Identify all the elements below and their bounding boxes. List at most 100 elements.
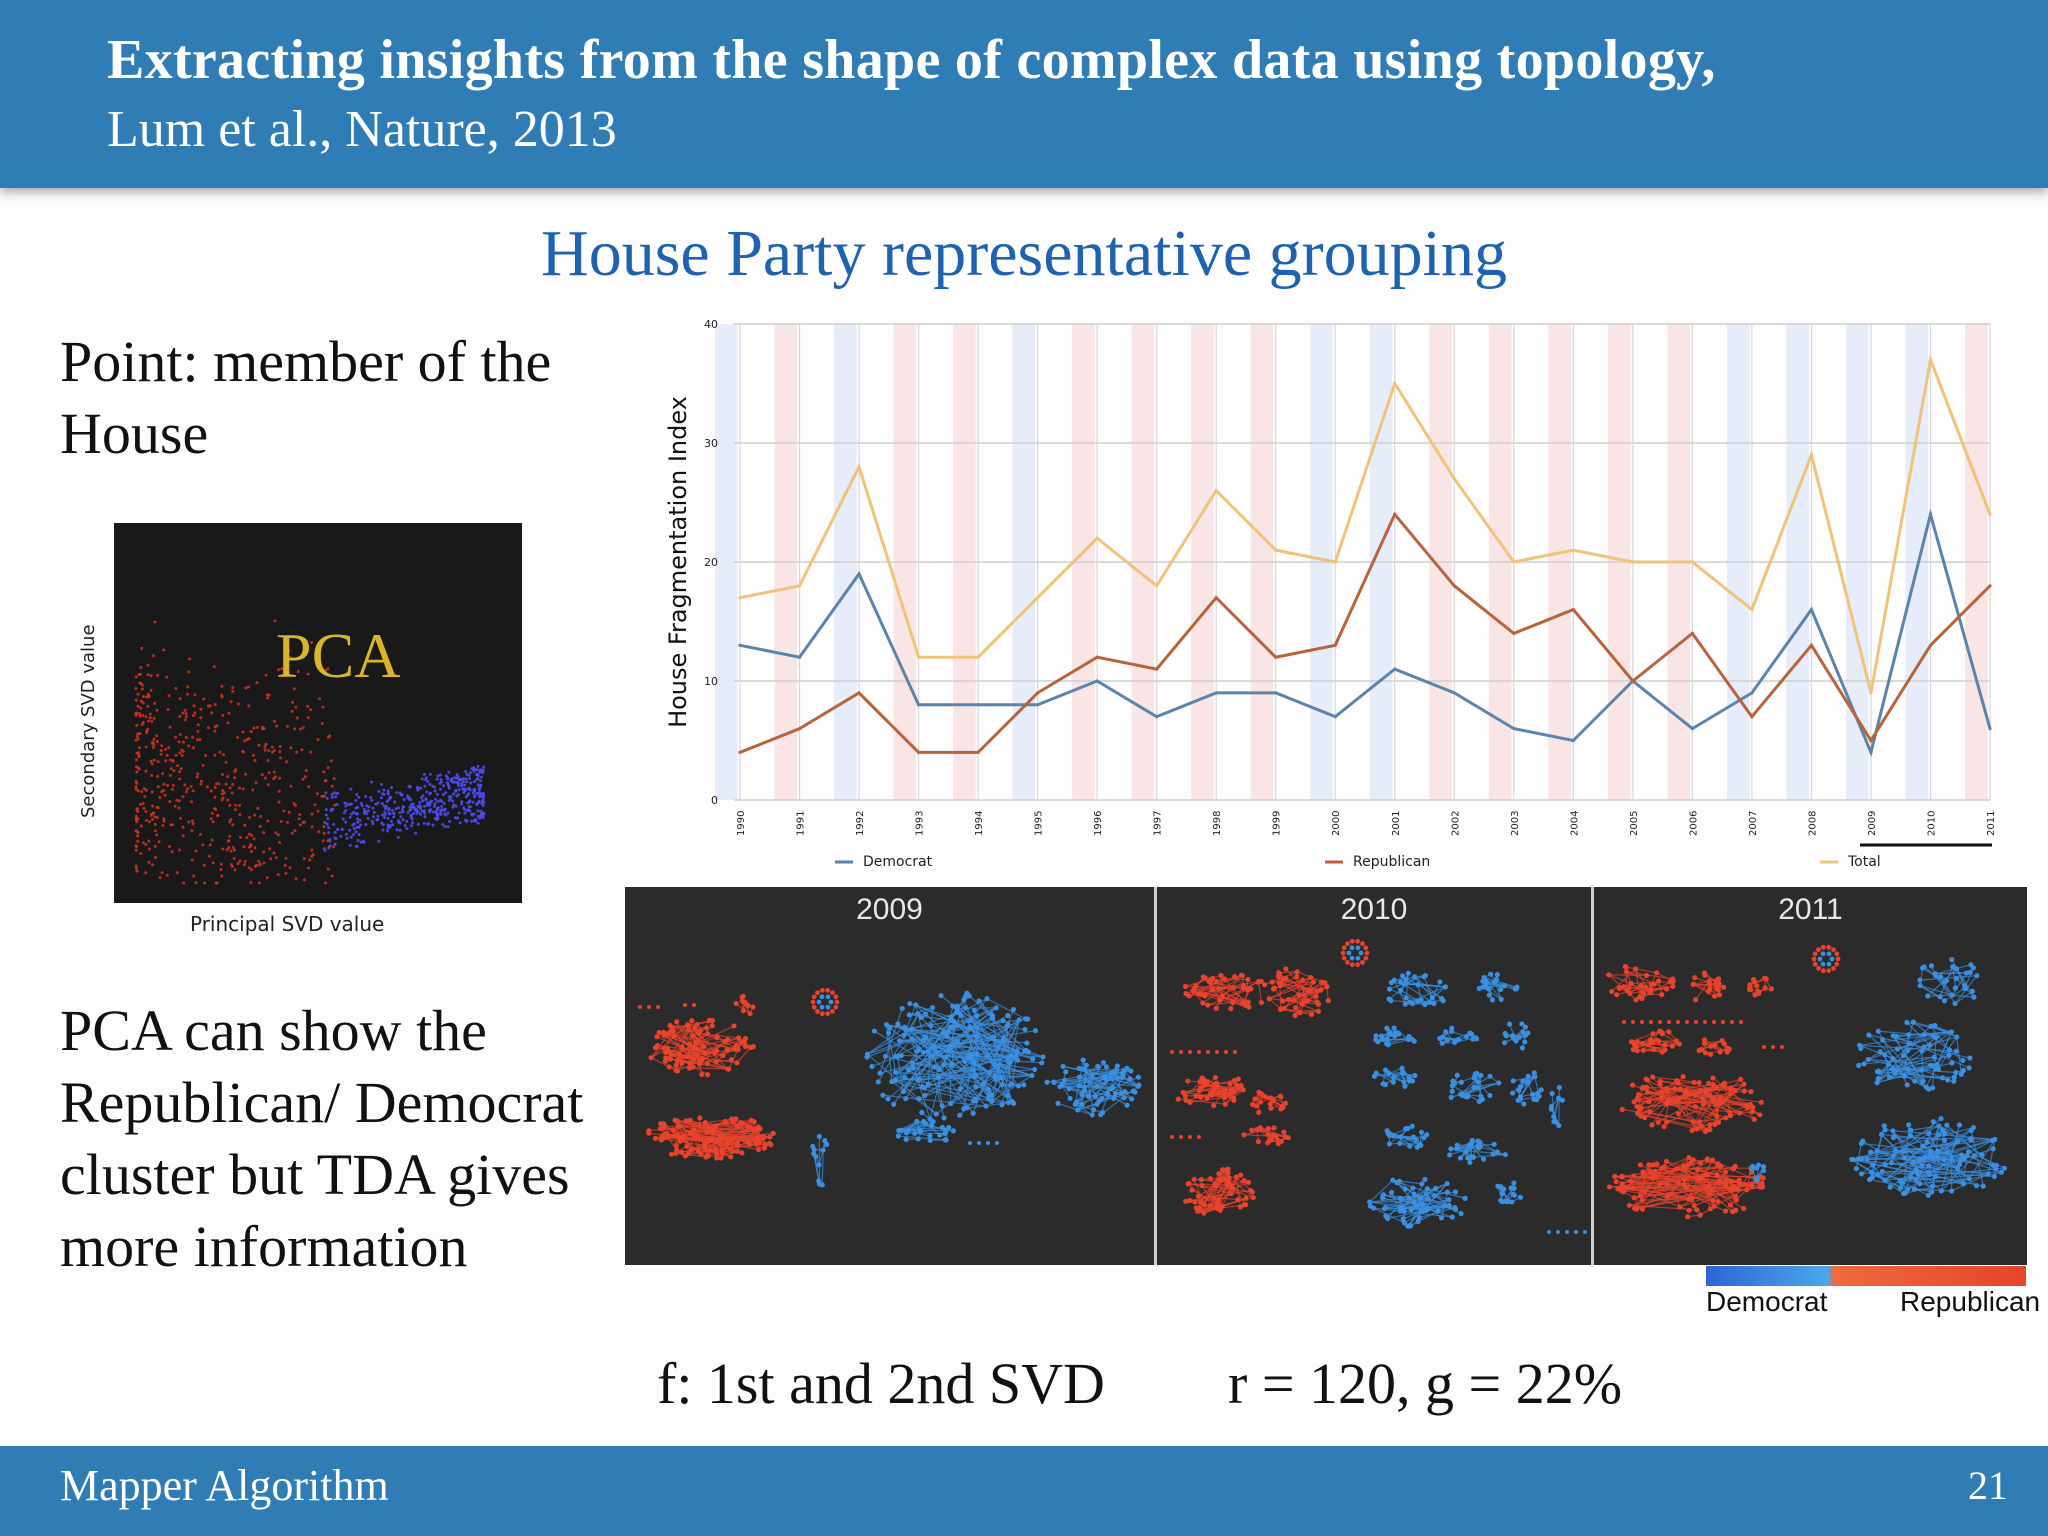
y-tick-label: 40	[704, 318, 718, 331]
data-point-democrat	[1750, 691, 1754, 695]
data-point-total	[1095, 536, 1099, 540]
data-point-total	[738, 596, 742, 600]
fragmentation-line-chart: 0 10 20 30 40 1990 1991 1992 1993 1994 1995 1996 199…	[664, 318, 1997, 870]
data-point-democrat	[738, 643, 742, 647]
data-point-republican	[1036, 691, 1040, 695]
data-point-democrat	[1571, 738, 1575, 743]
x-tick-label: 1996	[1093, 811, 1104, 836]
y-tick-label: 10	[704, 675, 718, 688]
x-tick-label: 2007	[1748, 811, 1759, 836]
data-point-republican	[1393, 512, 1397, 516]
colorbar-label-democrat: Democrat	[1706, 1286, 1828, 1317]
data-point-total	[1214, 489, 1218, 493]
data-point-democrat	[1214, 691, 1218, 695]
data-point-total	[976, 655, 980, 659]
data-point-republican	[1869, 738, 1873, 743]
x-tick-label: 1992	[855, 811, 866, 836]
year-stripe	[715, 324, 738, 800]
mapper-panel-title: 2009	[856, 893, 923, 926]
x-tick-label: 1991	[796, 811, 807, 836]
data-point-democrat	[1393, 667, 1397, 671]
parameters-text: r = 120, g = 22%	[1228, 1351, 1623, 1416]
data-point-republican	[1452, 584, 1456, 588]
data-point-republican	[1750, 715, 1754, 719]
legend-label-total: Total	[1847, 854, 1881, 870]
data-point-total	[1274, 548, 1278, 552]
data-point-total	[1393, 381, 1397, 386]
data-point-republican	[1155, 667, 1159, 671]
data-point-total	[1988, 512, 1992, 516]
data-point-republican	[1809, 643, 1814, 647]
x-tick-label: 1999	[1272, 811, 1283, 836]
data-point-democrat	[1928, 512, 1933, 516]
pca-x-axis-label: Principal SVD value	[190, 912, 385, 936]
mapper-panel-2010: 2010	[1157, 887, 1594, 1265]
data-point-republican	[1988, 584, 1992, 588]
data-point-democrat	[976, 703, 980, 707]
data-point-democrat	[1690, 727, 1694, 731]
x-tick-label: 2000	[1331, 811, 1342, 836]
data-point-democrat	[1036, 703, 1040, 707]
data-point-republican	[1512, 631, 1516, 635]
x-tick-label: 2011	[1986, 811, 1997, 836]
x-tick-label: 2008	[1807, 811, 1818, 836]
pca-scatter-points	[134, 619, 486, 885]
data-point-republican	[1571, 608, 1575, 612]
pca-label: PCA	[276, 620, 401, 691]
mapper-graph-2009	[638, 987, 1142, 1188]
data-point-total	[1512, 560, 1516, 564]
data-point-democrat	[1452, 691, 1456, 695]
data-point-republican	[1333, 643, 1337, 647]
data-point-democrat	[1988, 727, 1992, 731]
data-point-total	[1036, 596, 1040, 600]
party-colorbar	[1706, 1266, 2026, 1286]
colorbar-label-republican: Republican	[1900, 1286, 2041, 1317]
data-point-republican	[1095, 655, 1099, 659]
x-tick-label: 1995	[1034, 811, 1045, 836]
data-point-democrat	[1512, 727, 1516, 731]
data-point-republican	[976, 750, 980, 754]
data-point-republican	[857, 691, 861, 695]
data-point-total	[857, 465, 861, 469]
x-tick-label: 2004	[1569, 811, 1580, 836]
data-point-total	[1571, 548, 1575, 552]
data-point-total	[1690, 560, 1694, 564]
data-point-democrat	[916, 703, 921, 707]
data-point-democrat	[1869, 750, 1873, 754]
mapper-graphs: 2009 2010 2011	[625, 887, 2027, 1265]
slide-title: Extracting insights from the shape of co…	[107, 29, 1716, 91]
data-point-total	[797, 584, 802, 588]
y-axis-label: House Fragmentation Index	[664, 396, 692, 728]
mapper-panel-2009: 2009	[625, 887, 1157, 1265]
data-point-democrat	[857, 572, 861, 576]
series-line-total	[739, 354, 1992, 694]
x-tick-label: 1997	[1153, 811, 1164, 836]
data-point-total	[1928, 358, 1933, 362]
legend-label-republican: Republican	[1353, 854, 1430, 870]
data-point-republican	[1631, 679, 1635, 683]
x-tick-label: 1994	[974, 811, 985, 836]
data-point-republican	[1928, 643, 1933, 647]
data-point-republican	[797, 727, 802, 731]
data-point-democrat	[1274, 691, 1278, 695]
x-tick-label: 2003	[1510, 811, 1521, 836]
data-point-republican	[738, 750, 742, 754]
data-point-republican	[1274, 655, 1278, 659]
data-point-republican	[916, 750, 921, 754]
mapper-graph-2011	[1606, 944, 2008, 1220]
pca-y-axis-label: Secondary SVD value	[78, 624, 99, 818]
data-point-total	[1452, 477, 1456, 481]
data-point-total	[1631, 560, 1635, 564]
point-description: Point: member of the House	[60, 329, 552, 466]
data-point-total	[916, 655, 921, 659]
data-point-republican	[1690, 631, 1694, 635]
mapper-panel-title: 2010	[1340, 893, 1408, 926]
data-point-democrat	[1155, 715, 1159, 719]
filter-function-text: f: 1st and 2nd SVD	[657, 1351, 1105, 1416]
data-point-democrat	[1095, 679, 1099, 683]
x-tick-label: 2006	[1688, 811, 1699, 836]
slide-footer: Mapper Algorithm 21	[0, 1446, 2048, 1536]
data-point-total	[1750, 608, 1754, 612]
x-tick-label: 2009	[1867, 811, 1878, 836]
x-tick-label: 2005	[1629, 811, 1640, 836]
